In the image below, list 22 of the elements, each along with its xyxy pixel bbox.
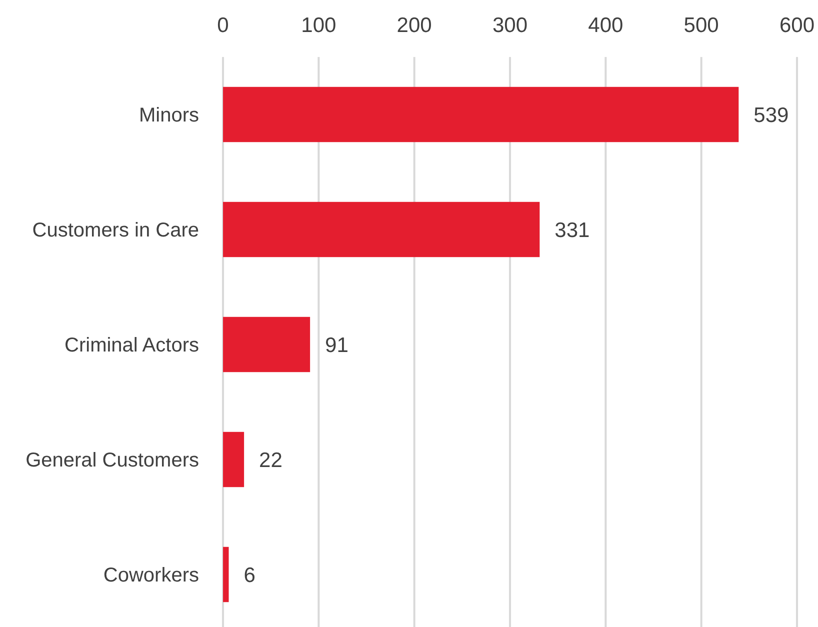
data-label: 22 [259,448,282,472]
data-label: 91 [325,334,348,357]
bar [223,546,229,602]
x-tick-label: 500 [684,14,719,37]
data-label: 539 [754,104,789,127]
x-tick-label: 100 [301,14,336,37]
data-label: 331 [554,218,590,242]
y-tick-label: Minors [138,104,199,126]
bar [223,316,310,372]
bar [223,202,540,258]
y-tick-label: Coworkers [103,564,199,586]
y-tick-label: General Customers [26,450,199,472]
x-tick-label: 200 [396,14,432,37]
x-tick-label: 600 [779,14,815,37]
y-tick-label: Criminal Actors [64,334,199,356]
bar [223,432,244,488]
data-label: 6 [244,564,256,587]
x-tick-label: 0 [217,14,229,37]
x-tick-label: 300 [492,14,528,37]
x-tick-label: 400 [588,14,624,37]
y-tick-label: Customers in Care [32,220,199,242]
bar [223,86,739,142]
